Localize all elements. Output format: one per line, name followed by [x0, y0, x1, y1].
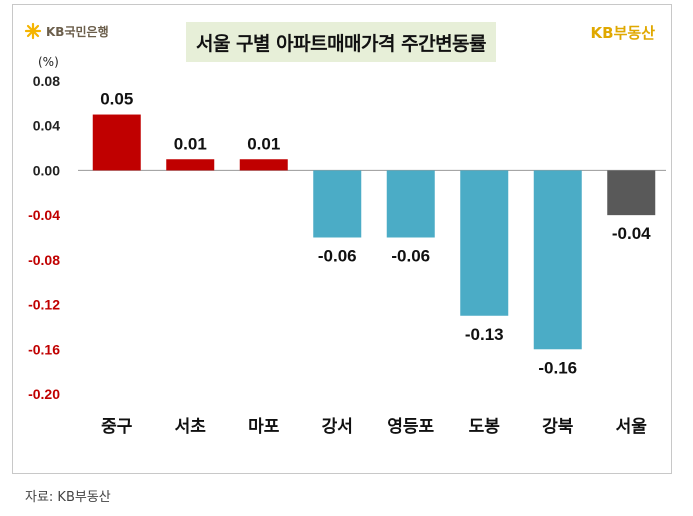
y-tick-label: -0.12 [28, 297, 60, 313]
source-note: 자료: KB부동산 [25, 490, 111, 505]
bar-강서 [313, 170, 362, 238]
y-tick-label: 0.00 [33, 162, 60, 178]
bar-영등포 [386, 170, 435, 238]
y-tick-label: -0.16 [28, 341, 60, 357]
bar-마포 [239, 159, 288, 171]
x-tick-label: 서울 [616, 417, 648, 437]
y-tick-label: -0.20 [28, 386, 60, 402]
kb-bank-logo: KB국민은행 [24, 20, 109, 42]
y-tick-label: 0.04 [33, 118, 60, 134]
x-tick-label: 도봉 [469, 417, 501, 437]
x-tick-label: 강서 [322, 417, 353, 437]
data-label: -0.04 [612, 224, 651, 243]
x-tick-label: 중구 [101, 417, 133, 437]
x-tick-label: 영등포 [387, 417, 434, 437]
bank-logo-text: KB국민은행 [46, 24, 109, 39]
bar-도봉 [460, 170, 509, 316]
data-label: -0.06 [391, 247, 430, 266]
data-label: -0.16 [538, 358, 577, 377]
bar-강북 [533, 170, 582, 350]
bar-chart: (%) 0.08 0.04 0.00 -0.04 -0.08 -0.12 -0.16 -0.20… [28, 55, 666, 437]
star-icon [24, 22, 42, 40]
x-tick-label: 강북 [542, 417, 574, 437]
brand-logo: KB부동산 [590, 24, 655, 42]
bar-서초 [166, 159, 215, 171]
data-label: 0.01 [247, 134, 280, 153]
data-label: -0.06 [318, 247, 357, 266]
bar-서울 [607, 170, 656, 216]
x-tick-label: 서초 [175, 417, 207, 437]
data-label: 0.05 [100, 90, 133, 109]
x-tick-label: 마포 [248, 417, 280, 437]
y-tick-label: -0.04 [28, 207, 60, 223]
y-tick-label: -0.08 [28, 252, 60, 268]
data-label: -0.13 [465, 325, 504, 344]
title-box: 서울 구별 아파트매매가격 주간변동률 [186, 22, 496, 62]
data-label: 0.01 [174, 134, 207, 153]
y-tick-label: 0.08 [33, 73, 60, 89]
chart-title: 서울 구별 아파트매매가격 주간변동률 [195, 32, 487, 55]
bar-중구 [92, 114, 141, 171]
y-axis-unit-label: (%) [38, 55, 59, 69]
